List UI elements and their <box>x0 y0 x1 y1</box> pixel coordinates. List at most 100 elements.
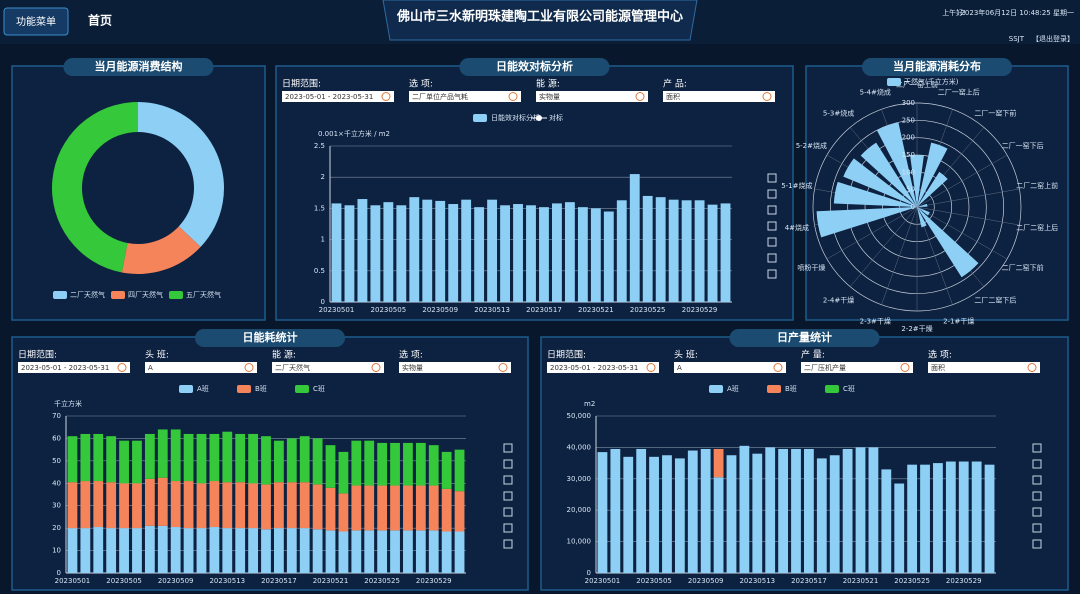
legend-label[interactable]: 天然气(千立方米) <box>904 77 959 86</box>
angle-spoke <box>849 206 918 287</box>
dropdown-icon[interactable] <box>1027 363 1037 372</box>
toolbox-icon[interactable] <box>503 459 513 469</box>
y-tick-label: 10,000 <box>567 538 592 546</box>
toolbox-icon[interactable] <box>1032 475 1042 485</box>
bar-segment <box>713 477 724 573</box>
radial-tick-label: 300 <box>902 99 915 107</box>
toolbox-icon[interactable] <box>1032 491 1042 501</box>
filter-select[interactable] <box>282 91 394 102</box>
dropdown-icon[interactable] <box>244 363 254 372</box>
toolbox-icon[interactable] <box>503 475 513 485</box>
filter-select[interactable] <box>536 91 648 102</box>
toolbox-icon[interactable] <box>503 443 513 453</box>
menu-button[interactable] <box>3 7 69 36</box>
filter-select[interactable] <box>409 91 521 102</box>
bar-segment <box>312 529 323 573</box>
bar-segment <box>364 485 375 531</box>
legend-label[interactable]: B班 <box>785 384 797 393</box>
bar-segment <box>106 528 117 573</box>
toolbox-icon[interactable] <box>1032 539 1042 549</box>
bar <box>526 205 536 302</box>
dropdown-icon[interactable] <box>498 363 508 372</box>
filter-value[interactable]: 2023-05-01 - 2023-05-31 <box>21 364 109 372</box>
toolbox-icon[interactable] <box>767 221 777 231</box>
filter-value[interactable]: A <box>148 364 153 372</box>
bar-segment <box>312 438 323 485</box>
toolbox-icon[interactable] <box>503 523 513 533</box>
x-tick-label: 20230525 <box>364 577 400 585</box>
filter-value[interactable]: 实物量 <box>402 363 423 372</box>
bar-segment <box>623 456 634 573</box>
filter-value[interactable]: A <box>677 364 682 372</box>
dropdown-icon[interactable] <box>508 92 518 101</box>
filter-value[interactable]: 面积 <box>666 92 680 101</box>
filter-value[interactable]: 2023-05-01 - 2023-05-31 <box>285 93 373 101</box>
angle-label: 二厂二窑上后 <box>1016 223 1058 232</box>
filter-select[interactable] <box>399 362 511 373</box>
legend-label[interactable]: C班 <box>313 384 325 393</box>
toolbox-icon[interactable] <box>1032 443 1042 453</box>
filter-value[interactable]: 二厂单位产品气耗 <box>412 92 468 101</box>
dropdown-icon[interactable] <box>646 363 656 372</box>
legend-label[interactable]: C班 <box>843 384 855 393</box>
filter-value[interactable]: 二厂天然气 <box>275 363 310 372</box>
filter-value[interactable]: 二厂压机产量 <box>804 363 846 372</box>
dropdown-icon[interactable] <box>635 92 645 101</box>
toolbox-icon[interactable] <box>1032 523 1042 533</box>
bar-segment <box>235 528 246 573</box>
bar-segment <box>338 451 349 494</box>
filter-select[interactable] <box>272 362 384 373</box>
filter-select[interactable] <box>145 362 257 373</box>
toolbox-icon[interactable] <box>503 491 513 501</box>
bar-segment <box>403 442 413 486</box>
toolbox-icon[interactable] <box>767 173 777 183</box>
bar-segment <box>894 483 905 573</box>
toolbox-icon[interactable] <box>767 205 777 215</box>
toolbox-icon[interactable] <box>767 237 777 247</box>
filter-select[interactable] <box>18 362 130 373</box>
filter-select[interactable] <box>663 91 775 102</box>
filter-value[interactable]: 2023-05-01 - 2023-05-31 <box>550 364 638 372</box>
angle-spoke <box>826 206 918 260</box>
legend-label[interactable]: 五厂天然气 <box>186 290 221 299</box>
legend-label[interactable]: A班 <box>727 384 739 393</box>
bar <box>370 205 381 302</box>
legend-label[interactable]: 四厂天然气 <box>128 290 163 299</box>
dropdown-icon[interactable] <box>900 363 910 372</box>
toolbox-icon[interactable] <box>767 253 777 263</box>
bar-segment <box>274 440 284 483</box>
filter-select[interactable] <box>674 362 786 373</box>
angle-label: 二厂一窑上前 <box>896 80 938 89</box>
toolbox-icon[interactable] <box>503 507 513 517</box>
dropdown-icon[interactable] <box>117 363 127 372</box>
filter-select[interactable] <box>928 362 1040 373</box>
dropdown-icon[interactable] <box>371 363 381 372</box>
bar-segment <box>119 528 129 573</box>
home-link[interactable]: 首页 <box>88 13 112 28</box>
bar-segment <box>80 528 91 573</box>
legend-label[interactable]: 二厂天然气 <box>70 290 105 299</box>
bar-segment <box>209 527 220 573</box>
legend-label[interactable]: 日能效对标分析 <box>491 113 540 122</box>
toolbox-icon[interactable] <box>767 269 777 279</box>
toolbox-icon[interactable] <box>1032 507 1042 517</box>
toolbox-icon[interactable] <box>767 189 777 199</box>
x-tick-label: 20230521 <box>313 577 349 585</box>
legend-label[interactable]: 对标 <box>549 113 563 122</box>
filter-select[interactable] <box>547 362 659 373</box>
dropdown-icon[interactable] <box>762 92 772 101</box>
legend-label[interactable]: B班 <box>255 384 267 393</box>
filter-select[interactable] <box>801 362 913 373</box>
filter-value[interactable]: 实物量 <box>539 92 560 101</box>
dropdown-icon[interactable] <box>381 92 391 101</box>
toolbox-icon[interactable] <box>503 539 513 549</box>
logout-link[interactable]: 【退出登录】 <box>1032 34 1074 43</box>
dropdown-icon[interactable] <box>773 363 783 372</box>
panel-title: 日能效对标分析 <box>496 59 573 73</box>
legend-label[interactable]: A班 <box>197 384 209 393</box>
filter-value[interactable]: 面积 <box>931 363 945 372</box>
menu-label[interactable]: 功能菜单 <box>16 15 56 28</box>
toolbox-icon[interactable] <box>1032 459 1042 469</box>
y-tick-label: 50 <box>52 457 61 465</box>
datetime: 2023年06月12日 10:48:25 星期一 <box>960 8 1074 17</box>
